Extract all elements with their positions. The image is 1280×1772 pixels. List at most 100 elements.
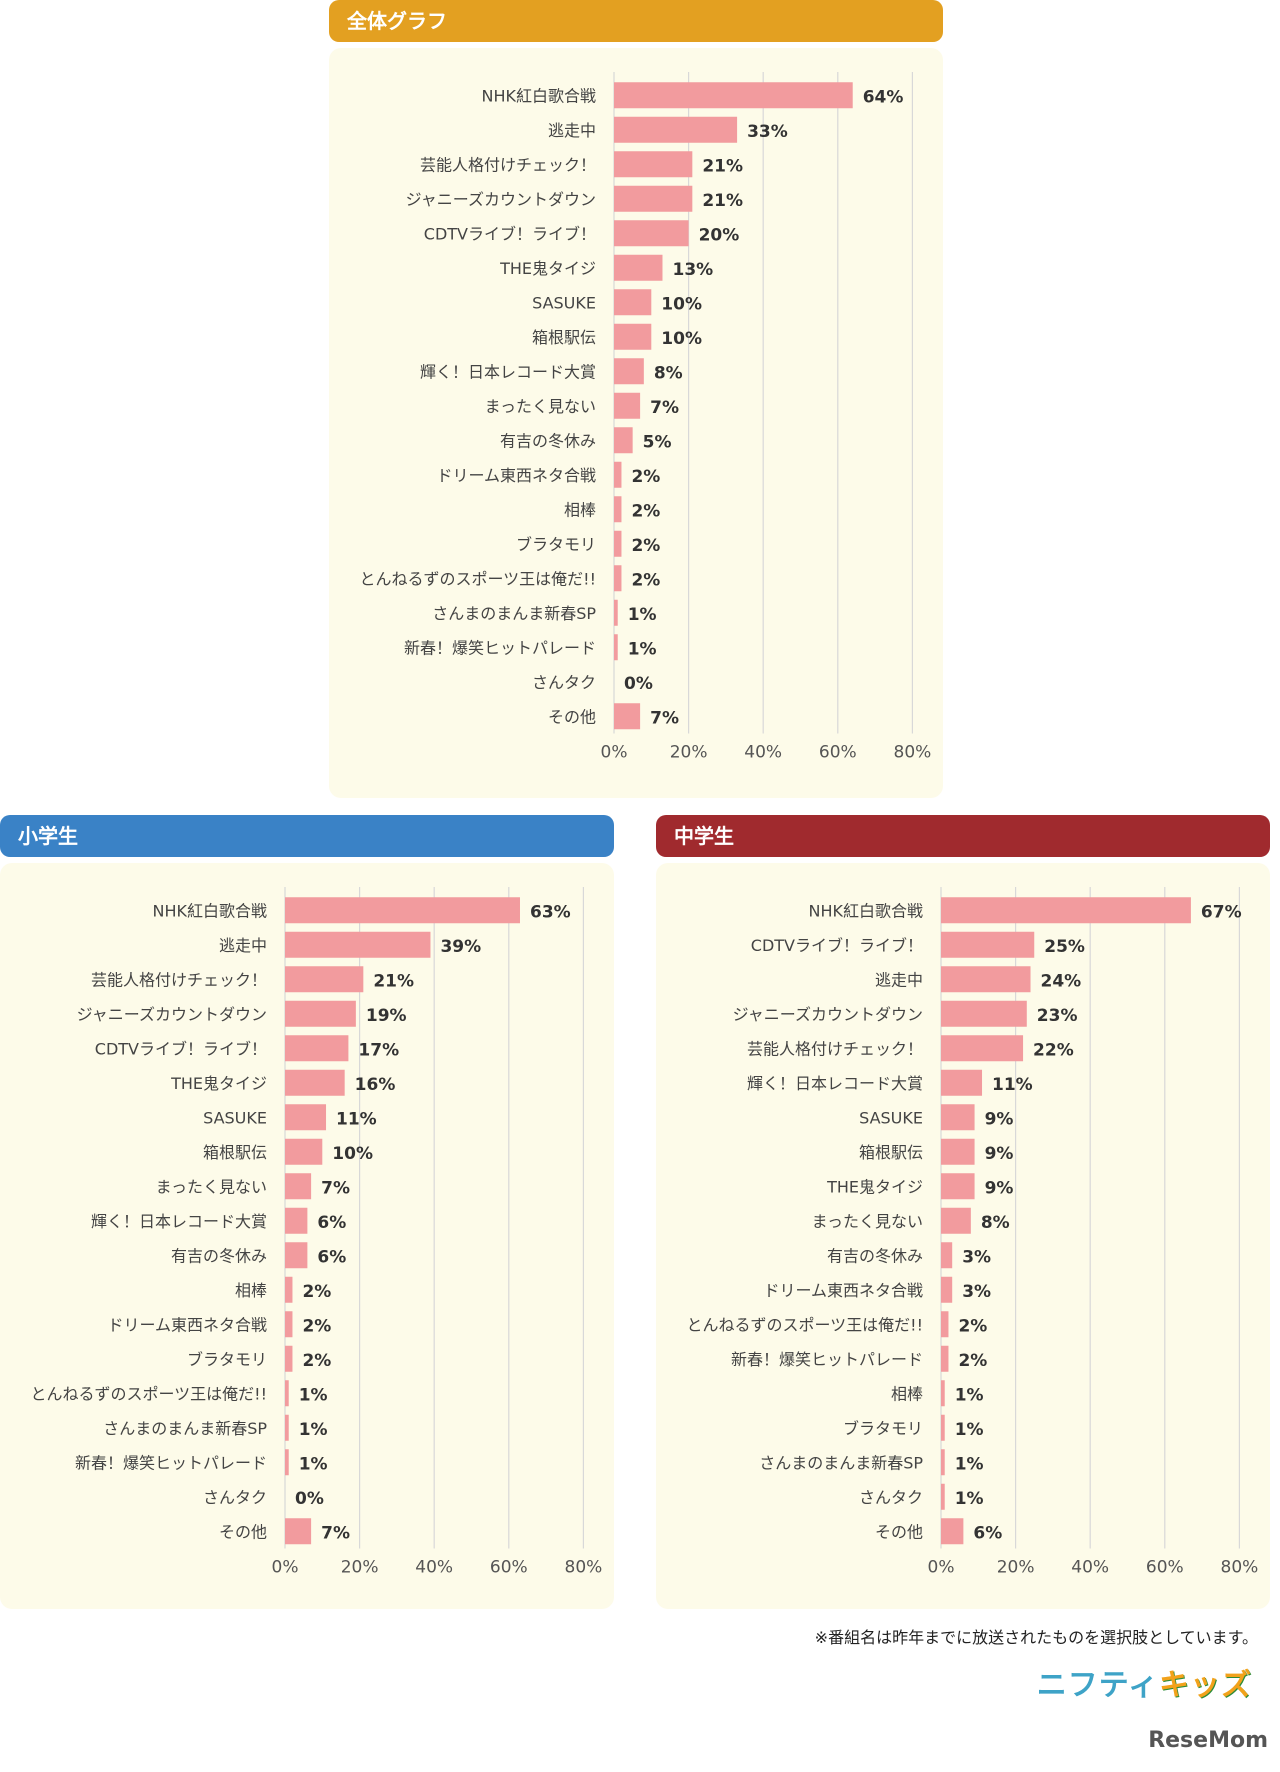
category-label: 新春！爆笑ヒットパレード xyxy=(404,638,596,657)
category-label: 輝く！日本レコード大賞 xyxy=(91,1212,267,1231)
value-label: 9% xyxy=(985,1178,1014,1198)
category-label: NHK紅白歌合戦 xyxy=(482,86,597,105)
category-label: まったく見ない xyxy=(156,1177,267,1196)
value-label: 0% xyxy=(295,1489,324,1509)
value-label: 6% xyxy=(973,1523,1002,1543)
elementary-chart-body: 0% 20% 40% 60% 80% NHK紅白歌合戦 63% 逃走中 39% 芸能人格付けチェッ… xyxy=(0,863,614,1609)
category-label: 有吉の冬休み xyxy=(171,1246,267,1265)
middle-school-chart-title: 中学生 xyxy=(656,815,1270,857)
x-tick-label: 0% xyxy=(272,1558,299,1578)
value-label: 2% xyxy=(958,1316,987,1336)
value-label: 21% xyxy=(373,971,414,991)
value-label: 21% xyxy=(702,191,743,211)
x-tick-label: 80% xyxy=(894,743,932,763)
value-label: 20% xyxy=(699,225,740,245)
x-tick-label: 40% xyxy=(744,743,782,763)
value-label: 17% xyxy=(358,1040,399,1060)
category-label: 箱根駅伝 xyxy=(203,1143,267,1162)
category-label: 箱根駅伝 xyxy=(532,328,596,347)
category-label: 有吉の冬休み xyxy=(500,431,596,450)
value-label: 3% xyxy=(962,1282,991,1302)
value-label: 1% xyxy=(955,1489,984,1509)
bar xyxy=(285,931,431,958)
value-label: 3% xyxy=(962,1247,991,1267)
bar xyxy=(285,1276,293,1303)
category-label: THE鬼タイジ xyxy=(170,1074,267,1093)
middle-school-chart-panel: 中学生 0% 20% 40% 60% 80% NHK紅白歌合戦 67% CDTVライブ！ライブ… xyxy=(656,815,1270,1609)
value-label: 11% xyxy=(336,1109,377,1129)
x-tick-label: 20% xyxy=(997,1558,1035,1578)
category-label: とんねるずのスポーツ王は俺だ!! xyxy=(686,1315,923,1334)
category-label: さんまのまんま新春SP xyxy=(759,1453,923,1472)
bar xyxy=(285,1242,308,1269)
bar xyxy=(285,1449,289,1476)
value-label: 2% xyxy=(302,1282,331,1302)
bar xyxy=(941,966,1031,993)
value-label: 2% xyxy=(302,1351,331,1371)
middle-school-chart-svg: 0% 20% 40% 60% 80% NHK紅白歌合戦 67% CDTVライブ！ライブ！ 25%… xyxy=(686,887,1258,1578)
x-tick-label: 20% xyxy=(341,1558,379,1578)
x-tick-label: 20% xyxy=(670,743,708,763)
category-label: 箱根駅伝 xyxy=(859,1143,923,1162)
bar xyxy=(614,323,652,350)
value-label: 9% xyxy=(985,1109,1014,1129)
value-label: 24% xyxy=(1041,971,1082,991)
bar xyxy=(941,1035,1024,1062)
category-label: ブラタモリ xyxy=(843,1419,923,1438)
logo-part-kids: キッズ xyxy=(1159,1668,1252,1703)
logo-part-nifty: ニフティ xyxy=(1036,1668,1159,1703)
value-label: 23% xyxy=(1037,1006,1078,1026)
resemom-credit: ReseMom xyxy=(1148,1728,1268,1753)
category-label: とんねるずのスポーツ王は俺だ!! xyxy=(359,569,596,588)
bar xyxy=(941,897,1191,924)
bar xyxy=(285,1414,289,1441)
category-label: まったく見ない xyxy=(485,397,596,416)
value-label: 5% xyxy=(643,432,672,452)
elementary-chart-panel: 小学生 0% 20% 40% 60% 80% NHK紅白歌合戦 63% 逃走中 39% 芸能人格付… xyxy=(0,815,614,1609)
value-label: 10% xyxy=(661,294,702,314)
bar xyxy=(285,1380,289,1407)
category-label: さんタク xyxy=(532,673,596,692)
category-label: 芸能人格付けチェック！ xyxy=(747,1039,923,1058)
value-label: 1% xyxy=(628,605,657,625)
category-label: THE鬼タイジ xyxy=(499,259,596,278)
category-label: ブラタモリ xyxy=(516,535,596,554)
category-label: SASUKE xyxy=(532,293,596,312)
bar xyxy=(285,897,520,924)
value-label: 21% xyxy=(702,156,743,176)
value-label: 1% xyxy=(955,1420,984,1440)
category-label: 輝く！日本レコード大賞 xyxy=(420,362,596,381)
category-label: その他 xyxy=(219,1522,267,1541)
value-label: 2% xyxy=(302,1316,331,1336)
bar xyxy=(941,1242,953,1269)
bar xyxy=(941,1276,953,1303)
category-label: 相棒 xyxy=(891,1384,923,1403)
bar xyxy=(285,1104,327,1131)
bar xyxy=(614,427,633,454)
value-label: 1% xyxy=(955,1385,984,1405)
category-label: ジャニーズカウントダウン xyxy=(77,1005,267,1024)
bar xyxy=(941,1518,964,1545)
bar xyxy=(941,1345,949,1372)
category-label: 芸能人格付けチェック！ xyxy=(420,155,596,174)
value-label: 63% xyxy=(530,902,571,922)
nifty-kids-logo: ニフティキッズ xyxy=(1037,1660,1252,1704)
bar xyxy=(285,1518,312,1545)
category-label: とんねるずのスポーツ王は俺だ!! xyxy=(30,1384,267,1403)
bar xyxy=(285,1000,356,1027)
bar xyxy=(941,1000,1027,1027)
value-label: 7% xyxy=(650,708,679,728)
bar xyxy=(941,1138,975,1165)
category-label: さんタク xyxy=(859,1488,923,1507)
bar xyxy=(614,82,853,109)
x-tick-label: 0% xyxy=(601,743,628,763)
value-label: 39% xyxy=(440,937,481,957)
category-label: ドリーム東西ネタ合戦 xyxy=(436,466,596,485)
overall-chart-panel: 全体グラフ 0% 20% 40% 60% 80% NHK紅白歌合戦 64% 逃走中 33% 芸能人… xyxy=(329,0,943,798)
value-label: 7% xyxy=(321,1523,350,1543)
bar xyxy=(285,1138,323,1165)
category-label: ブラタモリ xyxy=(187,1350,267,1369)
x-tick-label: 80% xyxy=(565,1558,603,1578)
category-label: NHK紅白歌合戦 xyxy=(153,901,268,920)
category-label: まったく見ない xyxy=(812,1212,923,1231)
